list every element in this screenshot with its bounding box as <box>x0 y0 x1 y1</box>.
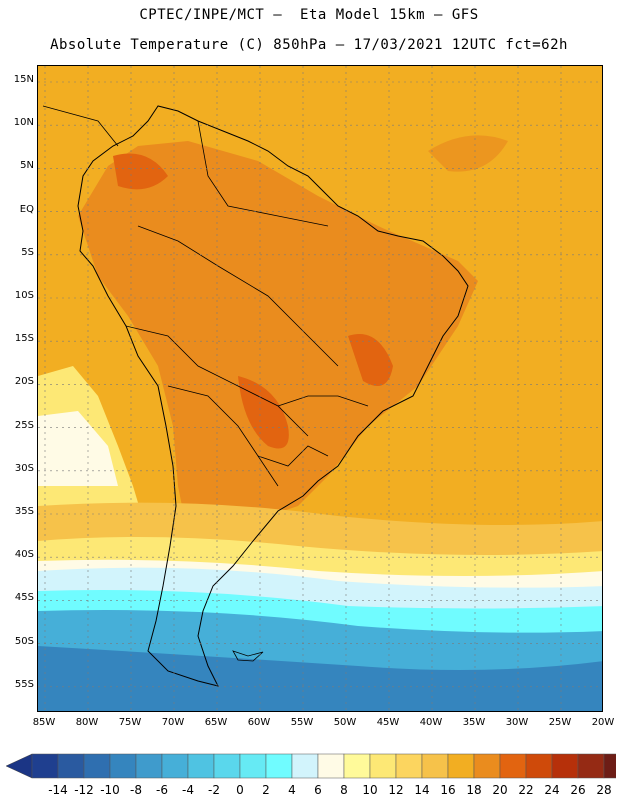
colorbar-swatch <box>421 753 449 779</box>
latitude-label: 10N <box>13 117 34 129</box>
colorbar-swatch <box>135 753 163 779</box>
temperature-field <box>38 66 602 711</box>
field-land-warm <box>78 141 478 566</box>
temperature-map <box>38 66 602 711</box>
colorbar-swatch <box>31 753 59 779</box>
lat-lon-grid <box>38 66 602 711</box>
colorbar-swatch <box>239 753 267 779</box>
colorbar-tick-label: 16 <box>440 783 456 797</box>
colorbar-swatch <box>499 753 527 779</box>
colorbar-tick-label: 4 <box>288 783 296 797</box>
field-land-hot-1 <box>238 376 289 449</box>
field-land-hot-2 <box>348 334 393 386</box>
country-border-3 <box>167 385 279 487</box>
colorbar-tick-label: 18 <box>466 783 482 797</box>
latitude-label: 25S <box>14 419 34 431</box>
colorbar-tick-label: 26 <box>570 783 586 797</box>
colorbar-tick-label: 28 <box>596 783 612 797</box>
colorbar-swatch <box>577 753 605 779</box>
central-america-coast <box>42 105 119 147</box>
colorbar-swatch <box>343 753 371 779</box>
country-border-5 <box>257 445 329 467</box>
colorbar-swatch <box>187 753 215 779</box>
colorbar-tick-label: 12 <box>388 783 404 797</box>
map-panel <box>37 65 603 712</box>
colorbar-swatch <box>161 753 189 779</box>
colorbar-tick-label: -4 <box>182 783 194 797</box>
colorbar-swatch <box>603 753 616 779</box>
colorbar-tick-label: -14 <box>48 783 68 797</box>
latitude-label: 30S <box>14 462 34 474</box>
colorbar-swatch <box>317 753 345 779</box>
country-border-0 <box>197 120 329 227</box>
longitude-label: 40W <box>419 717 443 728</box>
colorbar-tick-label: 14 <box>414 783 430 797</box>
latitude-label: 40S <box>14 549 34 561</box>
colorbar-swatch <box>57 753 85 779</box>
colorbar-tick-label: -6 <box>156 783 168 797</box>
longitude-label: 65W <box>204 717 228 728</box>
colorbar-swatch <box>265 753 293 779</box>
country-border-4 <box>277 395 369 407</box>
longitude-label: 20W <box>591 717 615 728</box>
colorbar-swatch <box>525 753 553 779</box>
colorbar-tick-label: 0 <box>236 783 244 797</box>
colorbar-swatch <box>395 753 423 779</box>
colorbar-swatch <box>447 753 475 779</box>
latitude-label: 35S <box>14 506 34 517</box>
latitude-label: 15N <box>13 74 34 85</box>
colorbar-tick-label: -2 <box>208 783 220 797</box>
longitude-label: 25W <box>548 717 572 728</box>
map-title: CPTEC/INPE/MCT – Eta Model 15km – GFS <box>139 7 479 23</box>
colorbar-tick-label: 22 <box>518 783 534 797</box>
colorbar-swatch <box>109 753 137 779</box>
colorbar-swatch <box>83 753 111 779</box>
colorbar-tick-label: -12 <box>74 783 94 797</box>
colorbar-tick-label: 10 <box>362 783 378 797</box>
colorbar-swatch <box>551 753 579 779</box>
latitude-label: 45S <box>14 592 34 604</box>
longitude-label: 80W <box>75 717 99 728</box>
longitude-label: 85W <box>32 717 56 728</box>
colorbar-swatch <box>473 753 501 779</box>
map-subtitle: Absolute Temperature (C) 850hPa – 17/03/… <box>50 37 568 53</box>
field-band-deep <box>38 646 602 711</box>
field-band-pale <box>38 411 118 486</box>
country-border-2 <box>125 325 309 437</box>
colorbar-swatch <box>213 753 241 779</box>
colorbar-tick-label: 6 <box>314 783 322 797</box>
longitude-label: 35W <box>462 717 486 728</box>
colorbar-swatch <box>291 753 319 779</box>
longitude-label: 30W <box>505 717 529 728</box>
latitude-label: 5N <box>20 160 34 172</box>
longitude-label: 45W <box>376 717 400 728</box>
latitude-label: 15S <box>14 333 34 345</box>
colorbar-extend-left <box>6 753 33 779</box>
country-border-1 <box>137 225 339 367</box>
falkland-islands <box>232 650 264 662</box>
colorbar-tick-label: 2 <box>262 783 270 797</box>
coastlines-and-borders <box>42 105 469 687</box>
longitude-label: 70W <box>161 717 185 728</box>
longitude-label: 55W <box>290 717 314 728</box>
colorbar-tick-label: -10 <box>100 783 120 797</box>
longitude-label: 50W <box>333 717 357 728</box>
color-legend-bar <box>6 753 616 779</box>
colorbar-tick-label: 24 <box>544 783 560 797</box>
colorbar-tick-label: 8 <box>340 783 348 797</box>
colorbar-swatch <box>369 753 397 779</box>
south-america-coastline <box>77 105 469 687</box>
colorbar-tick-label: -8 <box>130 783 142 797</box>
latitude-label: EQ <box>19 203 34 215</box>
field-ocean-warm-pocket <box>428 135 508 172</box>
longitude-label: 75W <box>118 717 142 728</box>
latitude-label: 5S <box>21 246 34 258</box>
latitude-label: 50S <box>14 635 34 647</box>
latitude-label: 10S <box>14 290 34 301</box>
latitude-label: 55S <box>14 678 34 690</box>
latitude-label: 20S <box>14 376 34 388</box>
colorbar-tick-label: 20 <box>492 783 508 797</box>
longitude-label: 60W <box>247 717 271 728</box>
field-land-hot-3 <box>113 153 168 190</box>
